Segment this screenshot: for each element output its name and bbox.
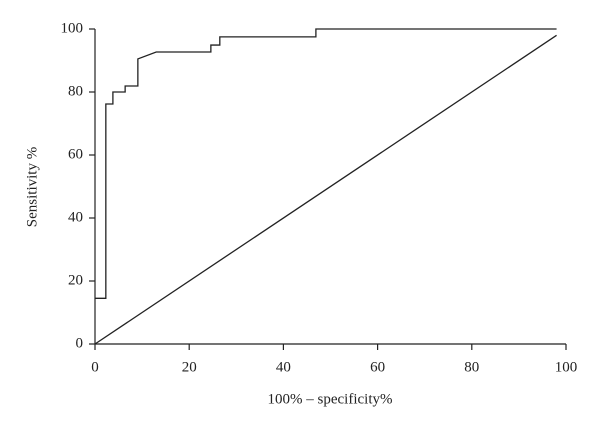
y-tick-label: 80 [68,83,83,99]
x-tick-label: 0 [91,359,99,375]
x-tick-label: 20 [182,359,197,375]
x-axis-label: 100% – specificity% [268,391,393,407]
line [94,34,557,345]
y-axis-label: Sensitivity % [24,147,40,227]
line [95,28,557,299]
y-tick-label: 60 [68,146,83,162]
x-tick-label: 60 [370,359,385,375]
x-tick-label: 40 [276,359,291,375]
y-tick-label: 20 [68,272,83,288]
x-tick-label: 100 [555,359,578,375]
x-tick-label: 80 [464,359,479,375]
y-tick-label: 100 [61,20,84,36]
y-tick-label: 0 [76,335,84,351]
y-tick-label: 40 [68,209,83,225]
